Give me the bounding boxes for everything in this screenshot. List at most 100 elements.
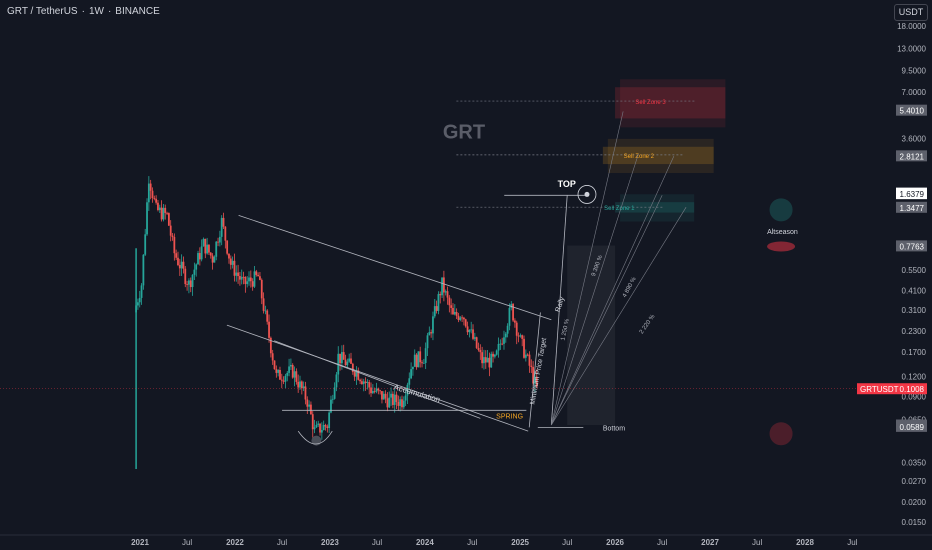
x-tick-label: Jul — [372, 538, 382, 547]
candle-body — [311, 414, 314, 430]
x-tick-label: 2026 — [606, 538, 624, 547]
y-tick-label: 0.2300 — [902, 327, 927, 336]
candle-body — [310, 404, 312, 415]
candle-body — [362, 381, 365, 385]
candle-body — [262, 298, 265, 311]
candle-body — [393, 394, 396, 405]
symbol-header[interactable]: GRT / TetherUS · 1W · BINANCE — [7, 6, 164, 17]
candle-body — [198, 253, 201, 260]
sell-zone-2-halo — [607, 138, 714, 174]
candle-body — [415, 354, 418, 368]
x-tick-label: Jul — [277, 538, 287, 547]
candle-body — [466, 326, 469, 333]
channel-lower — [226, 324, 529, 432]
price-tag-label: 2.8121 — [900, 152, 925, 161]
candle-body — [233, 260, 236, 276]
candle-body — [432, 316, 434, 334]
candle-body — [259, 276, 261, 280]
rally-label: Rally — [555, 296, 567, 313]
channel-upper — [238, 215, 552, 321]
accumulation-line — [274, 340, 481, 419]
candle-body — [497, 344, 500, 351]
price-tag-label: 0.0589 — [900, 423, 925, 432]
candle-body — [299, 381, 301, 388]
last-price-symbol: GRTUSDT — [860, 385, 899, 394]
candle-body — [335, 374, 338, 388]
candle-body — [255, 271, 258, 275]
candle-body — [197, 253, 199, 265]
candle-body — [229, 258, 232, 265]
candle-body — [155, 198, 158, 203]
candle-body — [164, 207, 167, 213]
candle-body — [446, 291, 449, 298]
candle-body — [395, 394, 398, 402]
candle-body — [286, 372, 289, 376]
candle-body — [275, 369, 278, 373]
candle-body — [195, 264, 198, 270]
candle-body — [339, 353, 341, 364]
candle-body — [149, 183, 152, 191]
candle-body — [260, 279, 263, 299]
candle-body — [322, 425, 325, 431]
candle-body — [463, 317, 465, 320]
y-tick-label: 0.0350 — [902, 459, 927, 468]
price-tag-label: 5.4010 — [900, 107, 925, 116]
candle-body — [390, 393, 392, 398]
top-marker — [577, 185, 597, 204]
x-tick-label: 2022 — [226, 538, 244, 547]
x-tick-label: 2025 — [511, 538, 529, 547]
price-tag — [896, 420, 927, 432]
candle-body — [493, 354, 496, 357]
candle-body — [308, 404, 311, 407]
candle-body — [240, 276, 243, 280]
candle-body — [319, 423, 321, 433]
candle-body — [355, 370, 358, 377]
candle-body — [326, 426, 329, 429]
sell-zone-3 — [615, 87, 726, 119]
candle-body — [264, 310, 267, 312]
candle-body — [193, 269, 196, 275]
currency-button[interactable]: USDT — [894, 4, 928, 21]
candle-body — [271, 353, 274, 361]
candle-body — [402, 400, 405, 408]
candle-body — [220, 217, 223, 237]
candle-body — [481, 352, 484, 364]
candle-body — [452, 307, 454, 315]
altseason-green-circle — [769, 198, 793, 222]
candle-body — [226, 240, 229, 254]
sell-zone-1-halo — [620, 194, 695, 222]
candle-body — [211, 255, 214, 263]
candle-body — [373, 391, 376, 392]
altseason-label: Altseason — [767, 229, 798, 236]
altseason-red-circle — [769, 422, 793, 446]
candle-body — [282, 380, 285, 382]
candle-body — [437, 294, 440, 311]
sell-zone-2-label: Sell Zone 2 — [624, 154, 655, 160]
candle-body — [371, 391, 374, 394]
candle-body — [146, 202, 148, 235]
candle-body — [459, 317, 462, 320]
price-tag — [896, 201, 927, 213]
candle-body — [304, 386, 307, 400]
candle-body — [488, 357, 491, 368]
candle-body — [288, 366, 290, 373]
candle-body — [351, 363, 354, 373]
candle-body — [266, 310, 269, 322]
candle-body — [138, 297, 141, 303]
candle-body — [408, 378, 411, 385]
candle-body — [490, 353, 493, 368]
y-tick-label: 0.0150 — [902, 518, 927, 527]
candle-body — [169, 225, 172, 236]
candle-body — [530, 365, 533, 367]
y-tick-label: 0.1200 — [902, 373, 927, 382]
candle-body — [514, 320, 516, 323]
candle-body — [302, 386, 305, 389]
candle-body — [253, 271, 256, 287]
fan-line-1 — [551, 153, 639, 426]
candle-body — [162, 207, 165, 220]
bottom-label: Bottom — [603, 425, 625, 432]
candle-body — [182, 261, 185, 269]
candle-body — [158, 207, 161, 211]
price-axis: 18.0000 13.0000 9.5000 7.0000 3.6000 0.5500 0.… — [0, 22, 927, 527]
